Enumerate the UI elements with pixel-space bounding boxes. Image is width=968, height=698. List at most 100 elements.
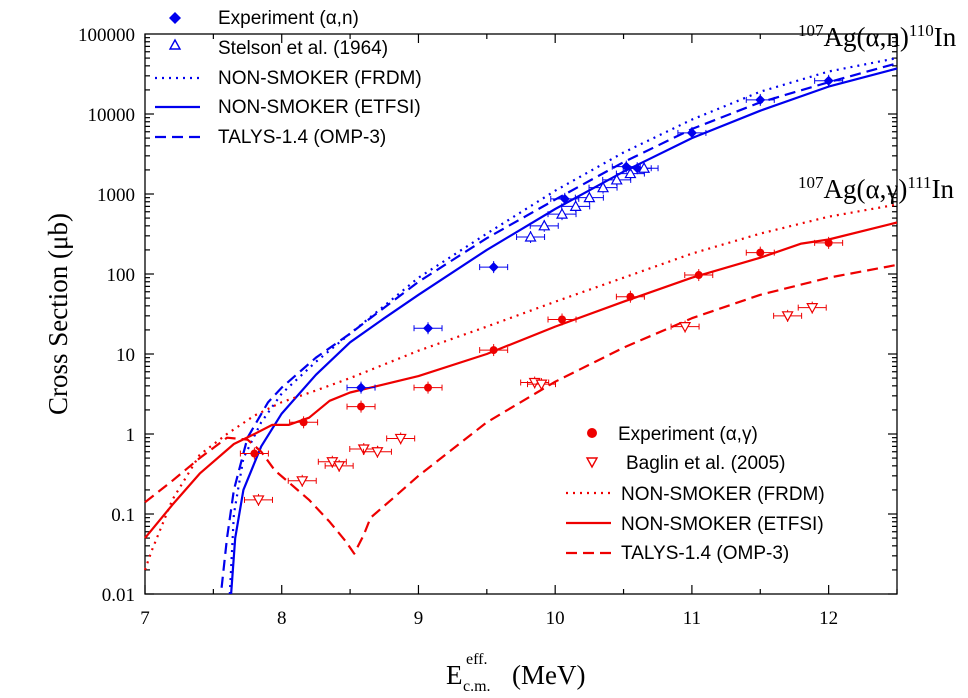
y-tick-label: 0.1 (111, 505, 135, 526)
marker-ag_baglin (386, 432, 416, 445)
circle-point (756, 248, 765, 257)
marker-ag_exp (289, 416, 319, 429)
marker-ag_exp (479, 344, 509, 357)
legend-label: NON-SMOKER (FRDM) (218, 68, 422, 89)
marker-an_stelson (602, 173, 632, 186)
circle-point (357, 402, 366, 411)
triangle-point (624, 167, 637, 179)
diamond-point (755, 94, 766, 105)
x-tick-label: 8 (277, 608, 287, 629)
x-axis-title: E eff. c.m. (MeV) (446, 651, 585, 695)
axis-ticks (144, 34, 898, 595)
x-axis-title-sup: eff. (466, 651, 487, 668)
triangle-point (610, 173, 623, 185)
y-tick-label: 100 (107, 265, 136, 286)
legend-label: NON-SMOKER (ETFSI) (621, 514, 824, 535)
curve-ag_talys (144, 263, 898, 555)
curve-an_talys (220, 62, 898, 588)
x-axis-title-base: E (446, 660, 463, 690)
triangle-down-point (535, 379, 548, 391)
y-tick-label: 10000 (88, 105, 136, 126)
marker-an_stelson (547, 207, 577, 221)
marker-an_stelson (629, 161, 659, 175)
y-tick-label: 0.01 (102, 585, 135, 606)
marker-ag_exp (547, 313, 577, 326)
marker-ag_baglin (287, 474, 317, 488)
legend-triangle-marker (168, 38, 182, 50)
marker-ag_baglin (797, 301, 827, 314)
y-tick-label: 1 (126, 425, 136, 446)
curve-an_etfsi (230, 67, 898, 595)
triangle-point (569, 200, 582, 211)
marker-an_stelson (561, 200, 591, 213)
x-tick-label: 7 (140, 608, 150, 629)
diamond-point (559, 193, 570, 204)
marker-an_stelson (516, 230, 546, 244)
x-axis-title-sub: c.m. (463, 678, 491, 695)
legend-label: Experiment (α,n) (218, 8, 359, 29)
x-tick-label: 11 (683, 608, 701, 629)
marker-ag_exp (684, 269, 714, 282)
marker-ag_baglin (362, 445, 392, 458)
marker-ag_baglin (527, 378, 557, 391)
triangle-point (524, 230, 537, 242)
legend-diamond-marker (169, 12, 181, 24)
marker-ag_baglin (324, 459, 354, 473)
legend-circle-marker (587, 428, 597, 438)
x-tick-label: 9 (414, 608, 424, 629)
circle-point (626, 292, 635, 301)
marker-an_exp (550, 192, 580, 205)
triangle-point (638, 161, 651, 173)
triangle-point (583, 191, 596, 203)
marker-ag_exp (814, 236, 844, 249)
marker-an_exp (413, 322, 443, 335)
legend-label: Experiment (α,γ) (618, 424, 758, 445)
marker-ag_baglin (243, 493, 273, 507)
triangle-down-point (781, 311, 794, 323)
legend-label: TALYS-1.4 (OMP-3) (621, 543, 789, 564)
triangle-down-point (252, 495, 265, 507)
marker-an_exp (677, 126, 707, 139)
marker-ag_baglin (670, 320, 700, 333)
triangle-down-point (371, 447, 384, 458)
x-tick-labels: 7 8 9 10 11 12 (140, 608, 838, 629)
marker-ag_baglin (773, 309, 803, 323)
x-tick-label: 10 (546, 608, 565, 629)
marker-ag_exp (239, 447, 269, 460)
diamond-point (356, 382, 367, 393)
marker-ag_exp (413, 381, 443, 394)
marker-an_stelson (574, 191, 604, 204)
triangle-down-point (333, 461, 346, 473)
diamond-point (621, 161, 632, 172)
triangle-down-point (679, 322, 692, 333)
circle-point (250, 449, 259, 458)
marker-ag_exp (745, 246, 775, 259)
plot-frame (144, 33, 898, 595)
y-tick-labels: 0.01 0.1 1 10 100 1000 10000 100000 (78, 25, 135, 606)
legend-alpha-gamma: Experiment (α,γ) Baglin et al. (2005) NO… (566, 424, 825, 564)
y-tick-label: 100000 (78, 25, 135, 46)
legend-label: NON-SMOKER (FRDM) (621, 484, 825, 505)
circle-point (824, 238, 833, 247)
marker-ag_exp (615, 290, 645, 303)
triangle-down-point (806, 303, 819, 314)
legend-label: Stelson et al. (1964) (218, 38, 388, 59)
marker-an_exp (745, 93, 775, 106)
marker-an_exp (814, 74, 844, 87)
diamond-point (423, 323, 434, 334)
triangle-down-point (296, 476, 309, 488)
data-markers (239, 74, 844, 507)
triangle-point (555, 207, 569, 219)
y-axis-title: Cross Section (μb) (43, 213, 73, 415)
triangle-point (538, 219, 551, 231)
legend-label: Baglin et al. (2005) (626, 453, 786, 474)
circle-point (558, 315, 567, 324)
legend-label: NON-SMOKER (ETFSI) (218, 97, 421, 118)
legend-triangle-down-marker (585, 457, 599, 469)
y-tick-label: 1000 (97, 185, 135, 206)
triangle-point (597, 181, 610, 193)
marker-an_exp (479, 261, 509, 274)
triangle-down-point (394, 433, 407, 445)
legend-alpha-n: Experiment (α,n) Stelson et al. (1964) N… (155, 8, 422, 148)
